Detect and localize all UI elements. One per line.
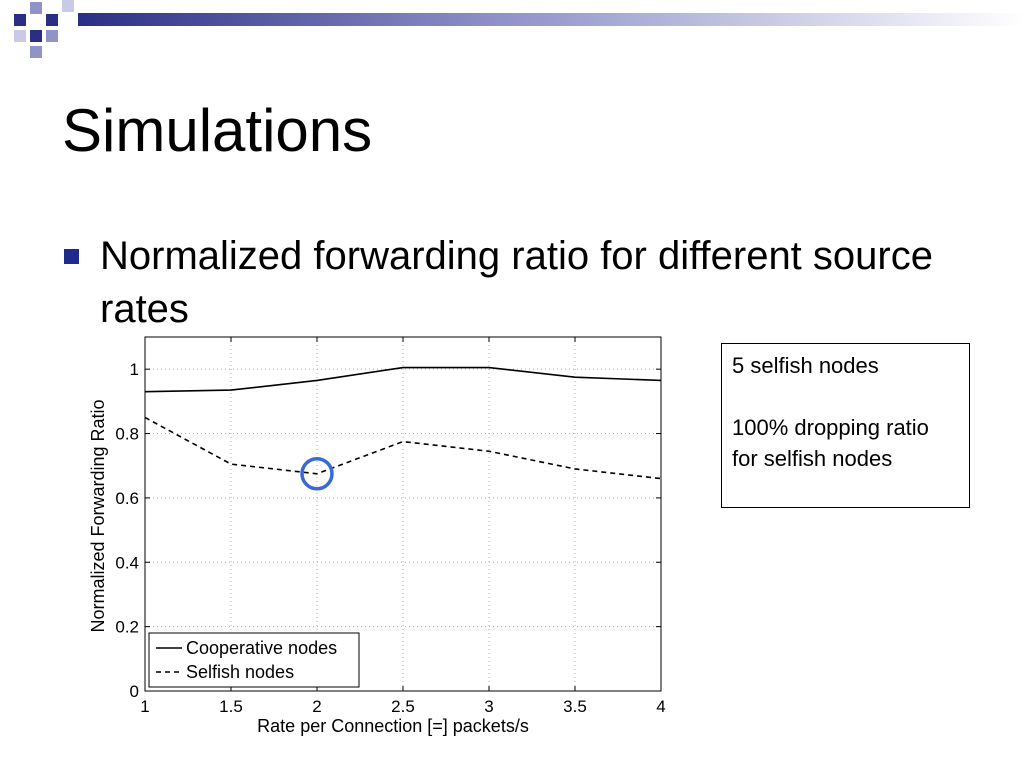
x-tick-label: 3.5: [563, 697, 587, 716]
note-line-1: 5 selfish nodes: [732, 353, 879, 378]
y-tick-label: 0.8: [115, 425, 139, 444]
x-tick-label: 2.5: [391, 697, 415, 716]
series-line-cooperative: [144, 366, 662, 393]
x-tick-label: 2: [312, 697, 321, 716]
legend-label: Selfish nodes: [186, 662, 294, 682]
x-tick-label: 3: [484, 697, 493, 716]
header-decoration: [14, 0, 1024, 58]
slide-title: Simulations: [62, 97, 373, 164]
x-tick-label: 1: [140, 697, 149, 716]
legend-label: Cooperative nodes: [186, 638, 337, 658]
y-tick-label: 1: [130, 360, 139, 379]
x-axis-label: Rate per Connection [=] packets/s: [257, 716, 529, 736]
note-line-2: 100% dropping ratio for selfish nodes: [732, 415, 929, 471]
note-box: 5 selfish nodes 100% dropping ratio for …: [721, 343, 970, 508]
x-tick-label: 4: [656, 697, 665, 716]
bullet-text: Normalized forwarding ratio for differen…: [100, 234, 933, 331]
y-tick-label: 0.4: [115, 553, 139, 572]
series-line-selfish: [144, 416, 662, 480]
legend-box: [148, 632, 360, 688]
y-tick-label: 0.2: [115, 618, 139, 637]
y-axis-label: Normalized Forwarding Ratio: [88, 399, 108, 632]
y-tick-label: 0.6: [115, 489, 139, 508]
x-tick-label: 1.5: [219, 697, 243, 716]
highlight-circle: [300, 457, 334, 491]
bullet-marker: [64, 249, 79, 264]
y-tick-label: 0: [130, 682, 139, 701]
